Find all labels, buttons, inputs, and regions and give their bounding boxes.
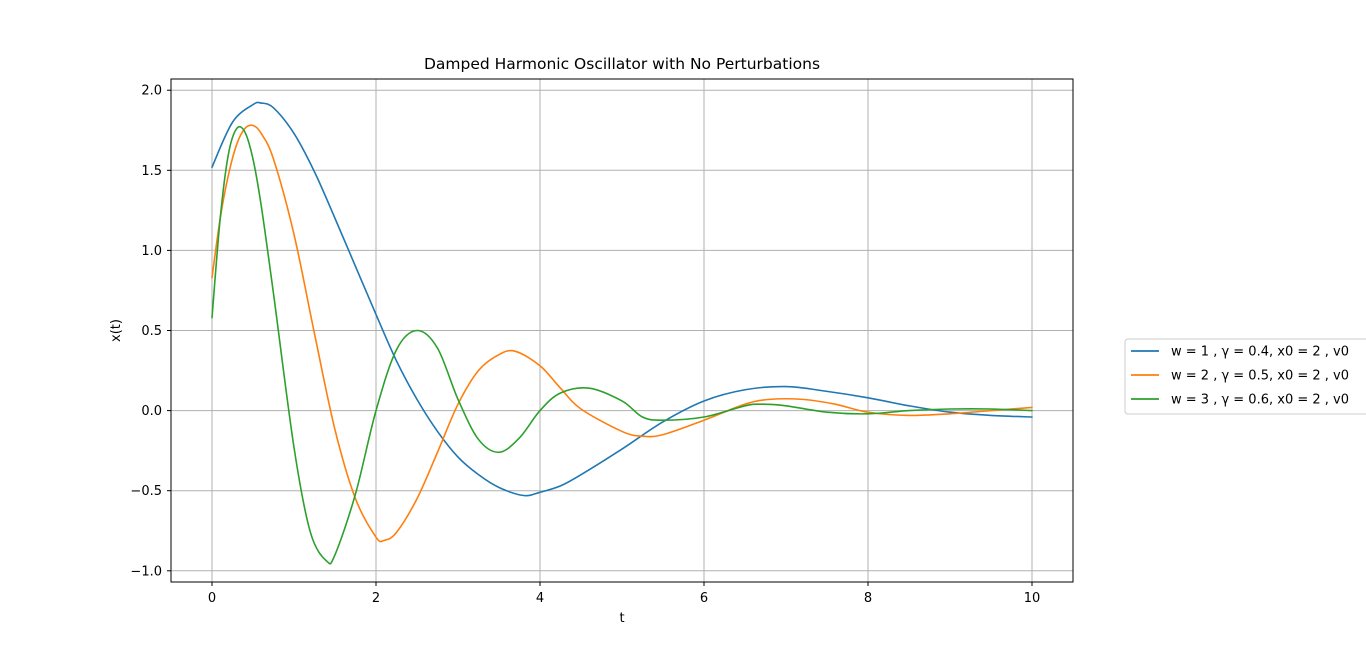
series-line-1 [211,101,1033,497]
legend: w = 1 , γ = 0.4, x0 = 2 , v0 w = 2 , γ = … [1124,338,1366,415]
x-tick-label: 0 [208,591,216,606]
axis-ticks: 0 2 4 6 8 10 −1.0 −0.5 0.0 0.5 1.0 1.5 2.0 [130,84,1040,606]
y-axis-title: x(t) [109,319,124,342]
x-tick-label: 2 [372,591,380,606]
x-tick-label: 6 [700,591,708,606]
x-axis-title: t [619,611,624,626]
legend-label-2: w = 2 , γ = 0.5, x0 = 2 , v0 [1171,369,1349,384]
y-tick-label: 1.5 [141,164,162,179]
y-tick-label: 0.5 [141,324,162,339]
chart-title: Damped Harmonic Oscillator with No Pertu… [424,55,820,73]
series-line-2 [211,124,1033,543]
y-tick-label: −1.0 [130,564,162,579]
x-tick-label: 8 [864,591,872,606]
y-tick-label: 2.0 [141,84,162,99]
series-lines [211,101,1033,565]
y-tick-label: 0.0 [141,404,162,419]
legend-label-3: w = 3 , γ = 0.6, x0 = 2 , v0 [1171,393,1349,408]
legend-label-1: w = 1 , γ = 0.4, x0 = 2 , v0 [1171,345,1349,360]
series-line-3 [211,125,1033,565]
legend-box [1124,338,1366,415]
y-tick-label: 1.0 [141,244,162,259]
x-tick-label: 10 [1024,591,1041,606]
grid-lines [171,79,1073,582]
x-tick-label: 4 [536,591,544,606]
y-tick-label: −0.5 [130,484,162,499]
